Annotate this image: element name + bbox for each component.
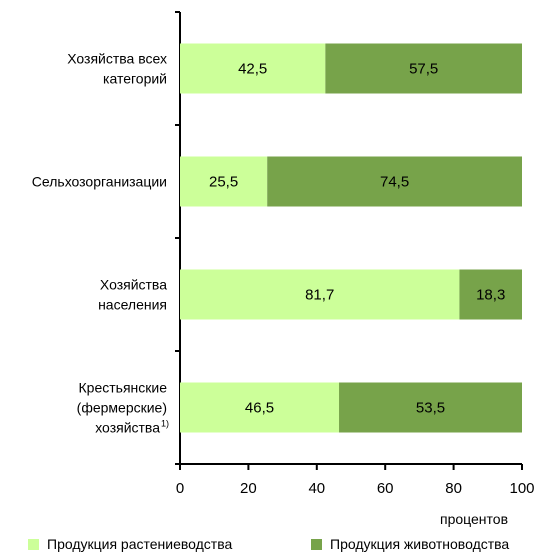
bar-segment: [267, 156, 522, 207]
category-label-line: Крестьянские: [79, 380, 168, 396]
bar-segment: [339, 382, 522, 433]
category-label-line: Хозяйства всех: [67, 51, 167, 67]
category-label: Хозяйства населения: [98, 277, 167, 313]
category-footnote-mark: 1): [161, 419, 169, 429]
x-tick-label: 80: [445, 480, 462, 497]
category-label-line: Сельхозорганизации: [32, 174, 167, 190]
data-label: 53,5: [416, 400, 445, 417]
legend-item-livestock-production: Продукция животноводства: [311, 536, 509, 552]
category-label-line: Хозяйства: [100, 277, 167, 293]
bar-segment: [180, 156, 268, 207]
legend-label-crop-production: Продукция растениеводства: [47, 536, 233, 552]
data-label: 25,5: [209, 174, 238, 191]
category-label-line: (фермерские): [77, 400, 167, 416]
data-label: 42,5: [238, 61, 267, 78]
category-label: Крестьянские (фермерские) хозяйства: [77, 380, 168, 436]
category-label-line: населения: [98, 297, 167, 313]
category-label: Сельхозорганизации: [32, 174, 167, 190]
bar-segment: [180, 269, 460, 320]
bar-segment: [180, 43, 326, 94]
category-label-line: хозяйства: [95, 420, 160, 436]
chart-legend: Продукция растениеводства Продукция живо…: [0, 536, 551, 556]
data-label: 46,5: [245, 400, 274, 417]
bar-segment: [325, 43, 522, 94]
x-tick-label: 60: [377, 480, 394, 497]
data-label: 74,5: [380, 174, 409, 191]
x-axis-unit-label: процентов: [440, 511, 509, 527]
x-tick-label: 0: [176, 480, 184, 497]
data-label: 81,7: [305, 287, 334, 304]
data-label: 18,3: [476, 287, 505, 304]
legend-label-livestock-production: Продукция животноводства: [330, 536, 510, 552]
data-label: 57,5: [409, 61, 438, 78]
bar-segment: [180, 382, 340, 433]
legend-swatch-crop-production: [28, 538, 39, 550]
x-tick-label: 100: [509, 480, 534, 497]
x-tick-label: 20: [240, 480, 257, 497]
legend-swatch-livestock-production: [311, 538, 322, 550]
category-label: Хозяйства всех категорий: [67, 51, 167, 87]
stacked-bar-chart: 0 20 40 60 80 100 42,5 57,5 Хозяйства всех катего…: [32, 11, 535, 497]
legend-item-crop-production: Продукция растениеводства: [28, 536, 232, 552]
bar-segment: [459, 269, 522, 320]
category-label-line: категорий: [103, 71, 167, 87]
x-tick-label: 40: [308, 480, 325, 497]
